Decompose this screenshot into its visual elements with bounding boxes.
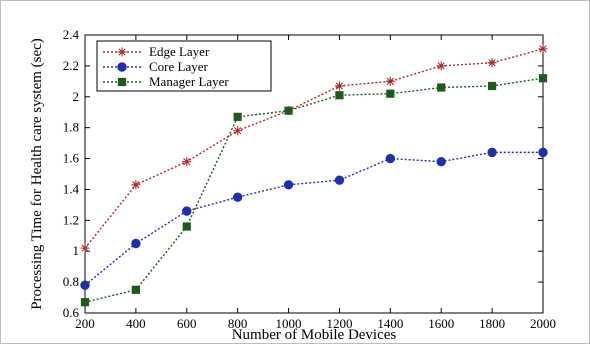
data-point bbox=[334, 175, 345, 185]
y-tick-label: 1 bbox=[73, 243, 80, 258]
data-point bbox=[80, 243, 90, 253]
data-point bbox=[182, 157, 192, 167]
data-point bbox=[334, 81, 344, 91]
y-tick-label: 2.2 bbox=[63, 58, 79, 73]
data-point bbox=[80, 280, 90, 290]
data-point bbox=[488, 81, 497, 91]
data-point bbox=[385, 153, 396, 164]
data-point bbox=[284, 106, 293, 115]
x-axis-label: Number of Mobile Devices bbox=[232, 327, 397, 343]
y-tick-label: 1.4 bbox=[63, 181, 80, 196]
legend-marker bbox=[117, 47, 127, 57]
x-tick-label: 1800 bbox=[479, 316, 505, 331]
legend-item: Edge Layer bbox=[103, 44, 210, 59]
x-tick-label: 1000 bbox=[276, 316, 302, 331]
data-point bbox=[538, 74, 548, 83]
data-point bbox=[283, 180, 294, 190]
data-point bbox=[335, 91, 344, 100]
series-2 bbox=[80, 74, 548, 307]
x-tick-label: 1600 bbox=[428, 316, 454, 331]
data-point bbox=[182, 222, 191, 231]
y-axis-label: Processing Time for Health care system (… bbox=[29, 38, 45, 310]
data-point bbox=[131, 238, 141, 249]
y-tick-label: 1.8 bbox=[63, 120, 79, 135]
y-tick-label: 1.2 bbox=[63, 212, 79, 227]
plot-area: 200 400 600 800 1000 1200 1400 1600 1800 2000 0.6 0… bbox=[63, 27, 556, 331]
legend-item: Core Layer bbox=[103, 59, 209, 74]
data-point bbox=[437, 83, 446, 92]
series-line bbox=[84, 77, 544, 303]
y-tick-label: 1.6 bbox=[63, 151, 80, 166]
y-tick-label: 2 bbox=[73, 89, 80, 104]
legend-marker bbox=[117, 77, 127, 87]
data-point bbox=[436, 156, 446, 167]
x-tick-label: 800 bbox=[228, 316, 248, 331]
data-point bbox=[487, 58, 497, 68]
data-point bbox=[233, 112, 242, 121]
data-point bbox=[385, 76, 395, 86]
legend-marker bbox=[117, 62, 127, 72]
data-point bbox=[131, 285, 140, 294]
legend-label: Edge Layer bbox=[149, 44, 210, 59]
x-tick-label: 1400 bbox=[377, 316, 403, 331]
legend-label: Manager Layer bbox=[149, 74, 229, 89]
data-point bbox=[386, 89, 395, 98]
y-tick-label: 0.6 bbox=[63, 305, 80, 320]
legend-label: Core Layer bbox=[149, 59, 209, 74]
y-tick-label: 0.8 bbox=[63, 274, 79, 289]
series-line bbox=[84, 151, 543, 286]
data-point bbox=[232, 192, 243, 202]
x-tick-label: 1200 bbox=[326, 316, 352, 331]
data-point bbox=[436, 61, 446, 71]
data-point bbox=[538, 147, 548, 158]
data-point bbox=[80, 298, 90, 307]
data-point bbox=[538, 44, 548, 54]
data-point bbox=[182, 206, 192, 216]
x-tick-label: 400 bbox=[126, 316, 146, 331]
series-1 bbox=[80, 147, 548, 290]
data-point bbox=[487, 147, 497, 158]
x-tick-label: 600 bbox=[177, 316, 197, 331]
data-point bbox=[131, 180, 141, 190]
data-point bbox=[233, 126, 243, 136]
x-tick-label: 2000 bbox=[530, 316, 556, 331]
x-tick-label: 200 bbox=[75, 316, 95, 331]
y-tick-label: 2.4 bbox=[63, 27, 80, 42]
legend-item: Manager Layer bbox=[103, 74, 229, 89]
series-layer bbox=[80, 44, 548, 307]
plot-box bbox=[84, 34, 544, 314]
series-line bbox=[84, 48, 544, 249]
